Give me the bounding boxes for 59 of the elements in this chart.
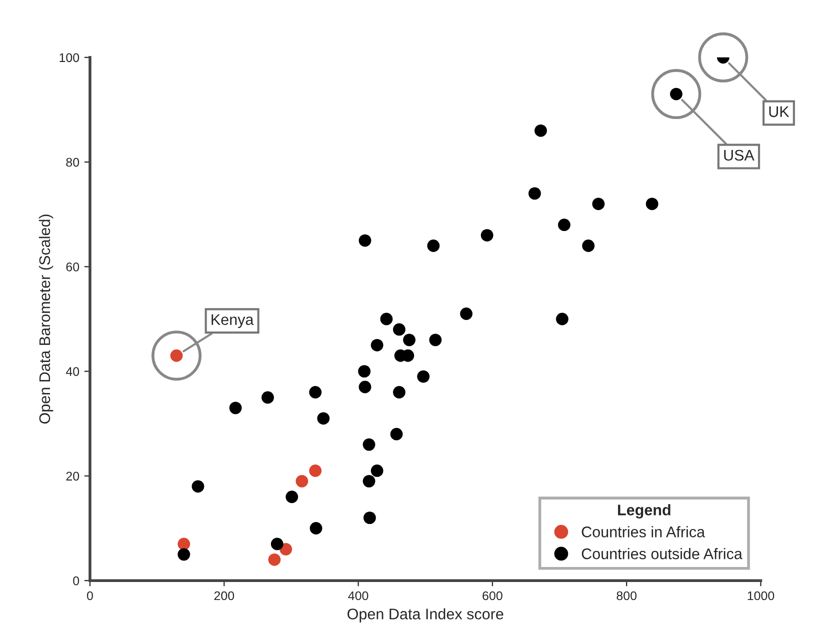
point <box>480 229 494 242</box>
annotation: Kenya <box>212 314 254 328</box>
y-tick-label: 0 <box>73 576 80 586</box>
point <box>270 538 284 550</box>
point <box>358 380 372 394</box>
point <box>280 542 292 556</box>
point <box>268 553 281 566</box>
point <box>558 218 570 232</box>
point <box>296 474 308 488</box>
point <box>417 370 430 383</box>
annotation: UK <box>769 106 790 118</box>
y-tick-label: 20 <box>66 472 80 481</box>
point <box>362 474 376 488</box>
point <box>646 198 658 210</box>
y-tick-label: 40 <box>66 367 80 376</box>
y-tick-label: 80 <box>66 158 80 167</box>
point <box>178 538 190 550</box>
point <box>392 386 406 398</box>
legend-label: Countries outside Africa <box>582 548 742 560</box>
point <box>358 234 372 247</box>
point <box>582 240 595 252</box>
point <box>309 464 322 477</box>
point <box>460 308 472 320</box>
legend-label: Countries in Africa <box>582 526 706 538</box>
point <box>229 402 242 414</box>
x-tick-label: 800 <box>616 591 637 600</box>
point <box>390 428 403 440</box>
point <box>286 490 298 504</box>
y-tick-label: 100 <box>60 53 80 62</box>
x-tick-label: 200 <box>214 591 234 600</box>
point <box>178 548 190 561</box>
point <box>370 338 384 352</box>
y-axis-title: Open Data Barometer (Scaled) <box>38 214 54 424</box>
point <box>403 334 416 346</box>
y-tick-label: 60 <box>66 262 80 272</box>
x-axis-title: Open Data Index score <box>348 608 504 622</box>
point <box>309 386 322 398</box>
point <box>392 323 406 336</box>
point <box>363 512 376 524</box>
point <box>262 391 274 404</box>
point <box>362 438 376 451</box>
point <box>310 522 322 534</box>
point <box>370 464 384 477</box>
point <box>528 187 541 200</box>
point <box>534 124 547 137</box>
point <box>429 334 442 346</box>
point <box>192 480 204 493</box>
point <box>592 198 605 210</box>
point <box>380 312 393 326</box>
x-tick-label: 0 <box>86 591 93 600</box>
x-tick-label: 400 <box>348 591 368 600</box>
annotation: USA <box>724 150 754 161</box>
x-tick-label: 1000 <box>748 591 774 600</box>
legend-title: Legend <box>618 504 670 518</box>
point <box>427 240 440 252</box>
x-tick-label: 600 <box>482 591 502 600</box>
point <box>358 365 371 378</box>
point <box>556 312 568 326</box>
point <box>317 412 330 425</box>
